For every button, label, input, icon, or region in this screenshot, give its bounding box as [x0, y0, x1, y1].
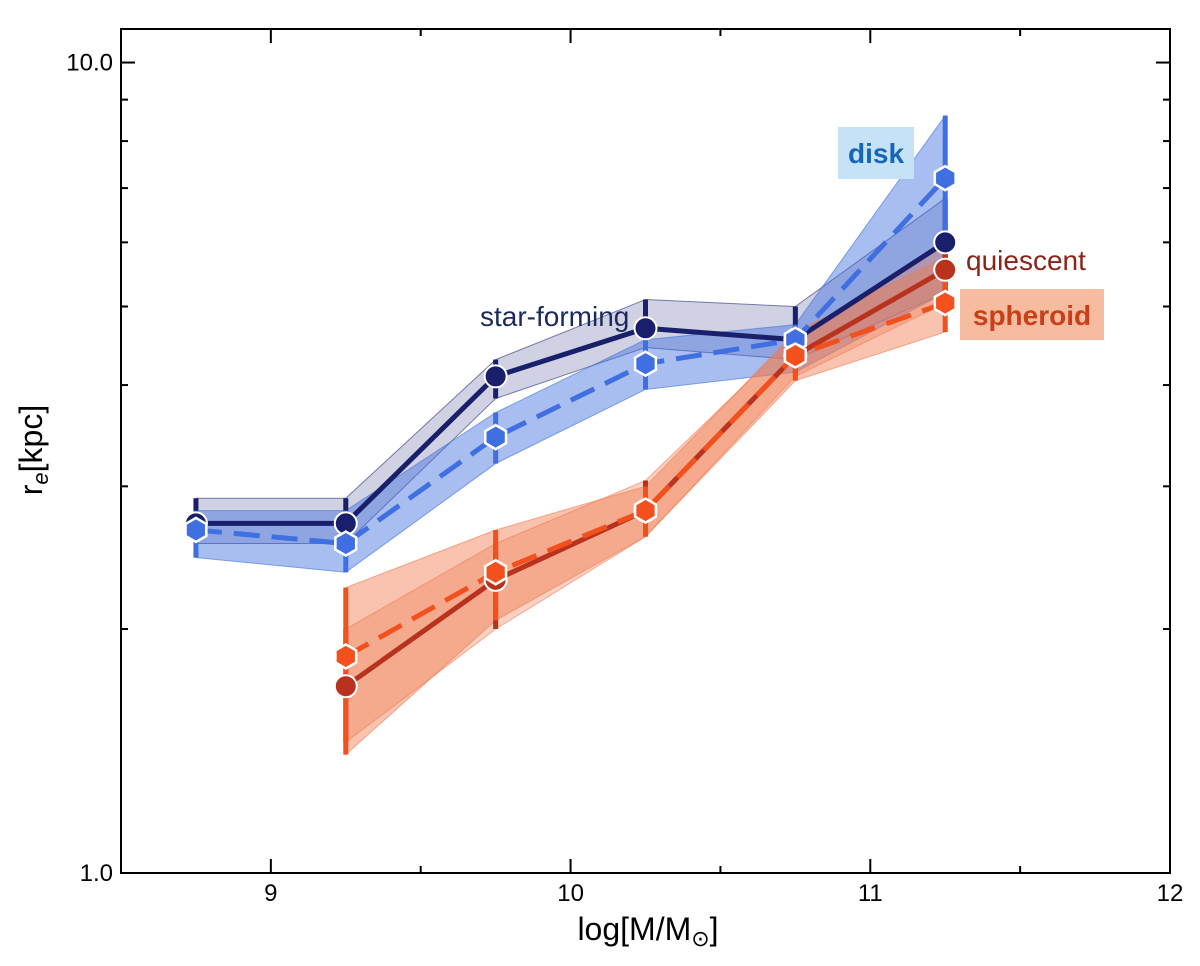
- disk-point: [933, 164, 957, 192]
- disk-label-bg: [838, 127, 914, 179]
- star-forming-label: star-forming: [480, 301, 629, 332]
- disk-label: disk: [848, 138, 904, 169]
- spheroid-label-bg: [960, 289, 1104, 340]
- spheroid-point: [633, 497, 658, 525]
- disk-line: [195, 176, 948, 547]
- spheroid-point: [933, 289, 957, 317]
- x-axis-label: log[M/M⊙]: [577, 911, 718, 951]
- star-forming-band: [195, 197, 946, 545]
- x-tick-label: 12: [1157, 880, 1184, 907]
- error-bars: [193, 115, 948, 755]
- y-tick-label: 10.0: [66, 50, 113, 77]
- x-tick-label: 9: [264, 880, 277, 907]
- star-forming-point: [933, 230, 958, 255]
- disk-point: [633, 350, 658, 378]
- quiescent-label: quiescent: [966, 245, 1086, 276]
- series-markers: [183, 164, 958, 699]
- disk-point: [484, 423, 508, 451]
- quiescent-point: [333, 674, 358, 699]
- axis-ticks: [120, 28, 1171, 874]
- spheroid-point: [484, 558, 508, 586]
- disk-point: [184, 516, 208, 544]
- star-forming-point: [483, 364, 508, 389]
- quiescent-point: [933, 257, 958, 282]
- spheroid-point: [783, 342, 807, 369]
- spheroid-label: spheroid: [973, 300, 1091, 331]
- y-tick-label: 1.0: [80, 860, 113, 887]
- x-tick-label: 10: [557, 880, 584, 907]
- spheroid-line: [344, 300, 947, 659]
- x-tick-label: 11: [858, 880, 883, 907]
- star-forming-line: [195, 240, 947, 526]
- series-annotations: disk quiescent spheroid star-forming: [480, 127, 1104, 340]
- star-forming-point: [633, 316, 658, 341]
- spheroid-point: [334, 643, 358, 670]
- disk-point: [334, 530, 358, 557]
- error-bands: [195, 114, 946, 756]
- series-lines: [195, 176, 948, 689]
- y-axis-label: re[kpc]: [13, 405, 53, 495]
- tick-labels: 9 10 11 12 1.0 10.0: [66, 50, 1183, 907]
- plot-frame: [120, 28, 1171, 874]
